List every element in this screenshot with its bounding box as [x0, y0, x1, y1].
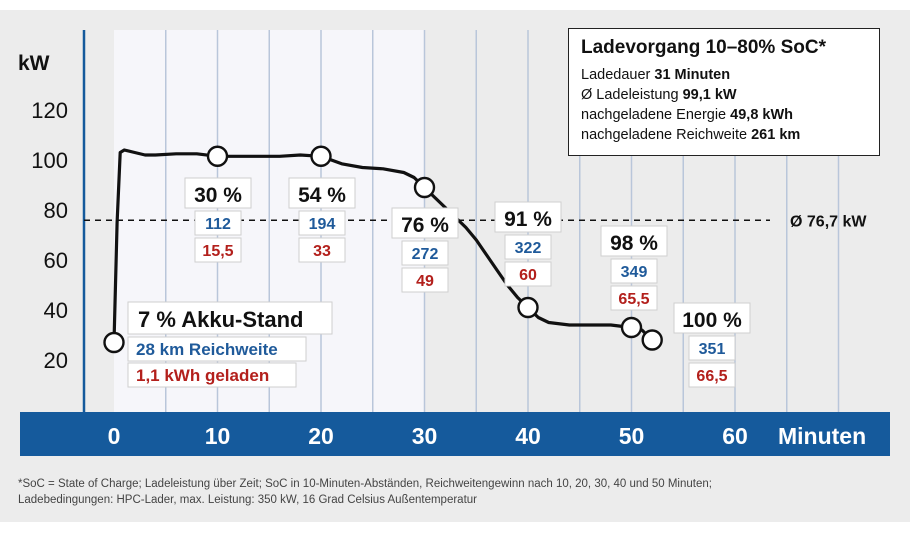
range-label: 322 — [515, 240, 542, 257]
range-label: 272 — [412, 246, 439, 263]
range-label-box — [401, 240, 449, 266]
charging-power-line — [112, 148, 654, 345]
soc-label: 30 % — [194, 184, 242, 207]
x-axis-bar — [20, 412, 890, 456]
range-label-box — [194, 210, 242, 236]
energy-label-box — [504, 261, 552, 287]
y-axis-label: kW — [18, 52, 50, 75]
x-axis-ticks: 0 10 20 30 40 50 60 — [108, 423, 748, 449]
data-marker — [620, 316, 643, 339]
range-label: 351 — [699, 341, 726, 358]
soc-annotations: 30 % 112 15,5 54 % 194 33 76 % 272 49 91 % 322 60 98… — [184, 177, 751, 388]
range-label-box — [298, 210, 346, 236]
soc-label-box — [184, 177, 252, 209]
energy-label: 60 — [519, 267, 537, 284]
y-tick-label: 20 — [44, 348, 68, 373]
x-tick-label: 0 — [108, 423, 121, 449]
soc-annotation: 76 % 272 49 — [391, 207, 459, 293]
footnote: *SoC = State of Charge; Ladeleistung übe… — [18, 476, 898, 508]
summary-row: Ladedauer 31 Minuten — [581, 67, 731, 83]
energy-label-box — [610, 285, 658, 311]
start-title-box — [127, 301, 333, 335]
summary-row: Ø Ladeleistung 99,1 kW — [581, 87, 737, 103]
energy-label-box — [194, 237, 242, 263]
soc-label: 54 % — [298, 184, 346, 207]
range-label-box — [504, 234, 552, 260]
footnote-line: *SoC = State of Charge; Ladeleistung übe… — [18, 478, 712, 490]
energy-label-box — [401, 267, 449, 293]
soc-label-box — [288, 177, 356, 209]
x-tick-label: 50 — [619, 423, 645, 449]
data-marker — [206, 145, 229, 167]
data-marker — [517, 296, 539, 319]
data-marker — [641, 329, 663, 351]
soc-annotation: 54 % 194 33 — [288, 177, 356, 263]
data-markers — [103, 145, 663, 354]
data-marker — [310, 145, 332, 167]
range-label: 194 — [309, 216, 336, 233]
footnote-line: Ladebedingungen: HPC-Lader, max. Leistun… — [18, 494, 477, 506]
energy-label: 15,5 — [202, 243, 233, 260]
data-marker — [413, 176, 436, 199]
soc-annotation: 98 % 349 65,5 — [600, 225, 668, 311]
soc-label-box — [673, 302, 751, 334]
energy-label-box — [298, 237, 346, 263]
x-tick-label: 20 — [308, 423, 334, 449]
summary-row: nachgeladene Energie 49,8 kWh — [581, 107, 794, 123]
range-label: 112 — [205, 216, 231, 233]
data-marker — [103, 331, 125, 354]
start-title: 7 % Akku-Stand — [138, 307, 303, 332]
energy-label: 33 — [313, 243, 331, 260]
x-tick-label: 30 — [412, 423, 438, 449]
x-tick-label: 10 — [205, 423, 231, 449]
x-tick-label: 40 — [515, 423, 541, 449]
soc-label: 76 % — [401, 214, 449, 237]
y-tick-label: 120 — [31, 98, 68, 123]
y-axis-ticks: 20 40 60 80 100 120 — [31, 98, 68, 373]
y-tick-label: 80 — [44, 198, 68, 223]
y-tick-label: 100 — [31, 148, 68, 173]
soc-label-box — [600, 225, 668, 257]
energy-label: 66,5 — [696, 368, 727, 385]
soc-label-box — [494, 201, 562, 233]
soc-annotation: 100 % 351 66,5 — [673, 302, 751, 388]
soc-label: 91 % — [504, 208, 552, 231]
soc-annotation: 91 % 322 60 — [494, 201, 562, 287]
start-annotation: 7 % Akku-Stand 28 km Reichweite 1,1 kWh … — [127, 301, 333, 388]
energy-label-box — [688, 362, 736, 388]
soc-label: 100 % — [682, 309, 742, 332]
soc-label: 98 % — [610, 232, 658, 255]
start-energy: 1,1 kWh geladen — [136, 366, 269, 385]
energy-label: 65,5 — [618, 291, 649, 308]
start-range-box — [127, 336, 307, 362]
range-label: 349 — [621, 264, 648, 281]
y-tick-label: 40 — [44, 298, 68, 323]
start-range: 28 km Reichweite — [136, 340, 278, 359]
y-tick-label: 60 — [44, 248, 68, 273]
soc-annotation: 30 % 112 15,5 — [184, 177, 252, 263]
summary-title: Ladevorgang 10–80% SoC* — [581, 37, 826, 58]
summary-row: nachgeladene Reichweite 261 km — [581, 127, 801, 143]
range-label-box — [688, 335, 736, 361]
energy-label: 49 — [416, 273, 434, 290]
range-label-box — [610, 258, 658, 284]
x-axis-label: Minuten — [778, 423, 866, 449]
average-power-label: Ø 76,7 kW — [790, 213, 867, 230]
soc-label-box — [391, 207, 459, 239]
start-energy-box — [127, 362, 297, 388]
summary-box: Ladevorgang 10–80% SoC* Ladedauer 31 Min… — [568, 28, 880, 156]
x-tick-label: 60 — [722, 423, 748, 449]
